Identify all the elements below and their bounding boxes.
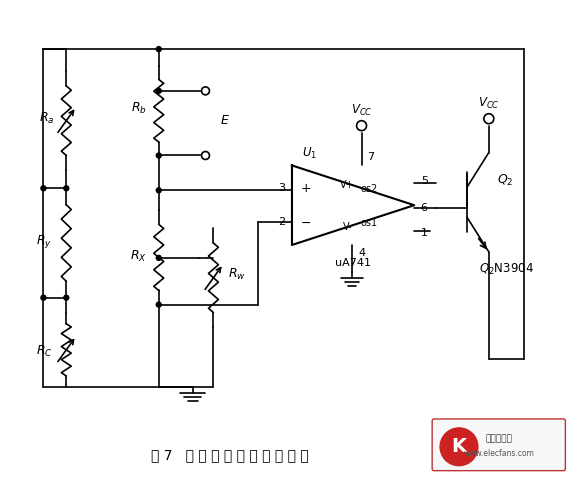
- Text: $E$: $E$: [220, 114, 230, 127]
- Circle shape: [156, 46, 161, 52]
- Circle shape: [440, 428, 478, 466]
- Text: V-: V-: [343, 222, 352, 232]
- FancyBboxPatch shape: [432, 419, 565, 471]
- Text: 1: 1: [421, 228, 428, 238]
- Text: 2: 2: [278, 217, 286, 227]
- Text: 电子发烧友: 电子发烧友: [486, 434, 512, 444]
- Text: $-$: $-$: [300, 216, 312, 228]
- Text: 7: 7: [367, 152, 374, 162]
- Circle shape: [156, 89, 161, 93]
- Text: $R_C$: $R_C$: [36, 344, 53, 359]
- Text: www.elecfans.com: www.elecfans.com: [463, 449, 534, 458]
- Text: K: K: [452, 437, 467, 456]
- Circle shape: [41, 186, 46, 191]
- Text: 5: 5: [421, 176, 428, 186]
- Text: $V_{CC}$: $V_{CC}$: [351, 103, 373, 118]
- Text: $Q_2$: $Q_2$: [497, 173, 513, 188]
- Text: $Q_2$N3904: $Q_2$N3904: [479, 262, 534, 277]
- Circle shape: [156, 153, 161, 158]
- Circle shape: [356, 121, 367, 131]
- Text: V+: V+: [340, 180, 355, 190]
- Text: 3: 3: [278, 183, 285, 194]
- Circle shape: [64, 186, 69, 191]
- Text: $R_b$: $R_b$: [131, 101, 147, 116]
- Text: $R_y$: $R_y$: [36, 233, 52, 251]
- Text: 图 7   自 动 补 偿 测 量 电 桥 电 路: 图 7 自 动 补 偿 测 量 电 桥 电 路: [152, 448, 309, 462]
- Circle shape: [156, 302, 161, 307]
- Text: 6: 6: [421, 203, 428, 213]
- Text: $R_X$: $R_X$: [130, 250, 148, 264]
- Circle shape: [156, 188, 161, 193]
- Text: os1: os1: [361, 218, 378, 228]
- Text: $R_w$: $R_w$: [228, 267, 246, 282]
- Text: $+$: $+$: [300, 182, 312, 195]
- Circle shape: [41, 295, 46, 300]
- Text: $U_1$: $U_1$: [302, 146, 317, 161]
- Text: $R_a$: $R_a$: [38, 111, 54, 126]
- Circle shape: [201, 87, 210, 95]
- Text: 4: 4: [358, 248, 365, 258]
- Circle shape: [484, 114, 494, 124]
- Text: os2: os2: [361, 184, 378, 194]
- Text: uA741: uA741: [335, 258, 371, 268]
- Circle shape: [156, 255, 161, 261]
- Circle shape: [201, 151, 210, 160]
- Text: $V_{CC}$: $V_{CC}$: [478, 96, 499, 111]
- Circle shape: [64, 295, 69, 300]
